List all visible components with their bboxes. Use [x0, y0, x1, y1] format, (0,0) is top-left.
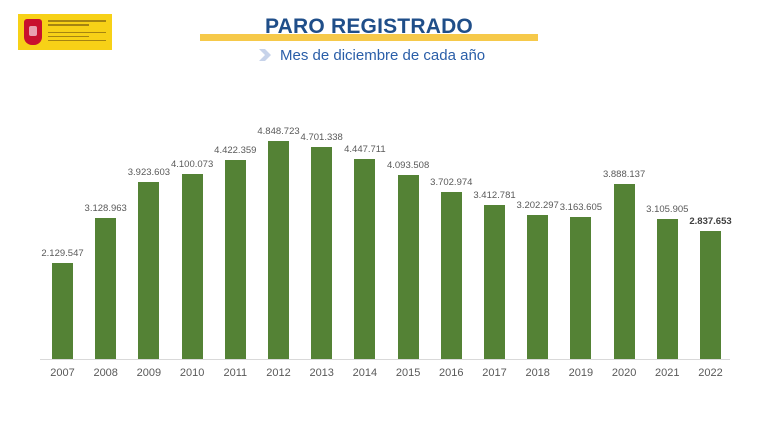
- bar-2013: [311, 147, 333, 359]
- x-tick-label-2015: 2015: [395, 367, 421, 379]
- bar-2010: [181, 174, 203, 359]
- bar-2016: [440, 192, 462, 359]
- bar-2007: [52, 263, 73, 359]
- bar-2020: [613, 184, 635, 359]
- value-label-2014: 4.447.711: [344, 143, 386, 155]
- value-label-2013: 4.701.338: [300, 132, 343, 144]
- bar-2008: [95, 218, 117, 359]
- coat-of-arms-icon: [24, 19, 42, 45]
- x-tick-label-2022: 2022: [698, 367, 723, 379]
- value-label-2022: 2.837.653: [689, 216, 732, 228]
- value-label-2018: 3.202.297: [516, 199, 559, 211]
- page-title: PARO REGISTRADO: [265, 15, 473, 38]
- x-tick-label-2016: 2016: [439, 367, 464, 379]
- value-label-2017: 3.412.781: [473, 190, 516, 202]
- bar-2012: [268, 140, 289, 359]
- x-tick-label-2011: 2011: [223, 367, 248, 379]
- x-tick-label-2013: 2013: [309, 367, 334, 379]
- value-label-2015: 4.093.508: [386, 159, 430, 171]
- bar-2021: [656, 219, 678, 359]
- x-tick-label-2008: 2008: [93, 367, 118, 379]
- subtitle-row: Mes de diciembre de cada año: [258, 45, 485, 65]
- x-tick-label-2009: 2009: [136, 367, 162, 379]
- value-label-2010: 4.100.073: [170, 159, 214, 171]
- value-label-2021: 3.105.905: [646, 204, 689, 216]
- x-tick-label-2021: 2021: [655, 367, 680, 379]
- x-tick-label-2020: 2020: [611, 367, 637, 379]
- value-label-2008: 3.128.963: [84, 203, 127, 215]
- x-tick-label-2007: 2007: [50, 367, 75, 379]
- x-tick-label-2019: 2019: [568, 367, 594, 379]
- x-axis-line: [40, 359, 730, 360]
- x-tick-label-2010: 2010: [179, 367, 205, 379]
- value-label-2007: 2.129.547: [41, 248, 84, 260]
- value-label-2012: 4.848.723: [257, 125, 300, 137]
- bar-2018: [527, 214, 549, 359]
- bar-2015: [397, 174, 419, 359]
- bar-2022: [700, 231, 721, 359]
- title-underline: [200, 34, 538, 41]
- value-label-2019: 3.163.605: [559, 201, 603, 213]
- bar-2009: [138, 182, 160, 359]
- x-tick-label-2017: 2017: [482, 367, 507, 379]
- x-tick-label-2014: 2014: [352, 367, 378, 379]
- value-label-2016: 3.702.974: [430, 177, 473, 189]
- value-label-2020: 3.888.137: [602, 169, 646, 181]
- bar-2011: [224, 159, 246, 359]
- x-tick-label-2012: 2012: [266, 367, 291, 379]
- bar-2014: [354, 158, 376, 359]
- government-logo: [18, 14, 112, 50]
- value-label-2011: 4.422.359: [214, 144, 257, 156]
- bar-2019: [570, 216, 592, 359]
- value-label-2009: 3.923.603: [127, 167, 171, 179]
- chevron-right-icon: [259, 49, 271, 61]
- x-tick-label-2018: 2018: [525, 367, 550, 379]
- bar-2017: [484, 205, 505, 359]
- logo-text-illegible: [48, 20, 106, 44]
- page-subtitle: Mes de diciembre de cada año: [280, 46, 486, 64]
